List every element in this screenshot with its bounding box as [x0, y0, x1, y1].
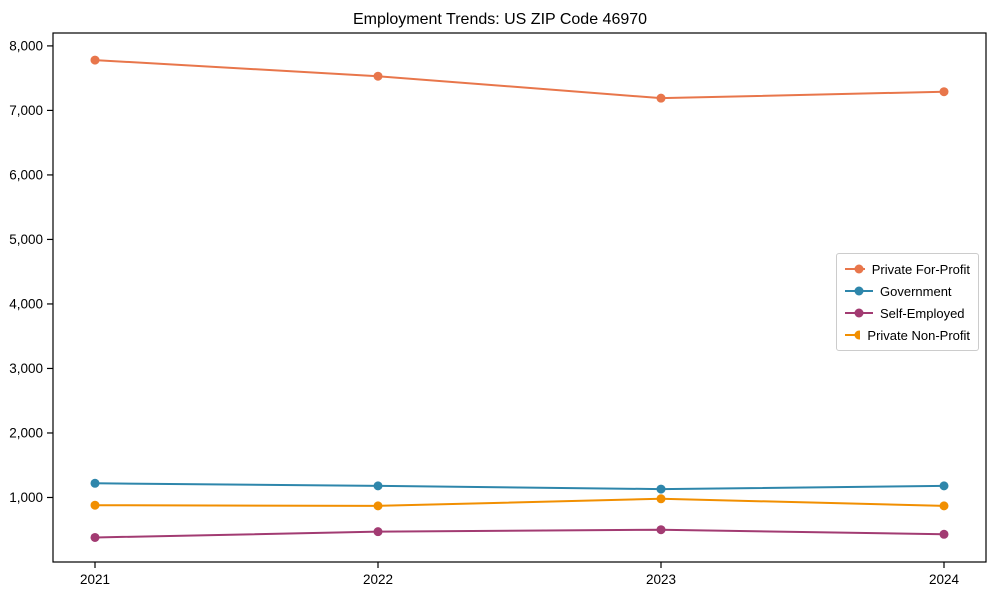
svg-text:2022: 2022: [363, 572, 393, 587]
series-government: [90, 478, 949, 494]
chart-legend: Private For-Profit Government Self-Emplo…: [836, 253, 979, 351]
data-point: [373, 527, 383, 537]
legend-line-marker-icon: [845, 308, 873, 318]
svg-text:2024: 2024: [929, 572, 960, 587]
svg-text:6,000: 6,000: [9, 167, 43, 182]
plot-frame: [52, 32, 987, 563]
svg-text:7,000: 7,000: [9, 103, 43, 118]
data-point: [939, 501, 949, 511]
svg-text:5,000: 5,000: [9, 232, 43, 247]
series-private-non-profit: [90, 494, 949, 511]
data-point: [373, 501, 383, 511]
legend-label: Private For-Profit: [871, 261, 970, 277]
svg-text:8,000: 8,000: [9, 38, 43, 53]
chart-title: Employment Trends: US ZIP Code 46970: [352, 11, 648, 28]
legend-item: Government: [845, 283, 970, 299]
legend-line-marker-icon: [845, 330, 861, 340]
legend-line-marker-icon: [845, 264, 865, 274]
data-point: [90, 55, 100, 65]
legend-line-marker-icon: [845, 286, 873, 296]
data-point: [939, 87, 949, 97]
y-axis: 1,000 2,000 3,000 4,000 5,000 6,000 7,000 8,000: [9, 38, 53, 505]
svg-text:1,000: 1,000: [9, 490, 43, 505]
data-point: [373, 71, 383, 81]
data-point: [656, 494, 666, 504]
svg-text:4,000: 4,000: [9, 296, 43, 311]
svg-text:2023: 2023: [646, 572, 676, 587]
data-point: [656, 484, 666, 494]
svg-text:2,000: 2,000: [9, 425, 43, 440]
legend-label: Private Non-Profit: [867, 327, 970, 343]
data-point: [939, 481, 949, 491]
data-point: [656, 93, 666, 103]
svg-text:3,000: 3,000: [9, 361, 43, 376]
data-point: [373, 481, 383, 491]
data-point: [656, 525, 666, 535]
svg-text:2021: 2021: [80, 572, 110, 587]
legend-label: Government: [880, 283, 952, 299]
x-axis: 2021 2022 2023 2024: [80, 562, 960, 587]
series-self-employed: [90, 525, 949, 542]
data-point: [90, 500, 100, 510]
legend-item: Private Non-Profit: [845, 327, 970, 343]
data-point: [939, 529, 949, 539]
data-point: [90, 478, 100, 488]
legend-item: Private For-Profit: [845, 261, 970, 277]
legend-item: Self-Employed: [845, 305, 970, 321]
data-point: [90, 532, 100, 542]
legend-label: Self-Employed: [880, 305, 965, 321]
series-private-for-profit: [90, 55, 949, 103]
